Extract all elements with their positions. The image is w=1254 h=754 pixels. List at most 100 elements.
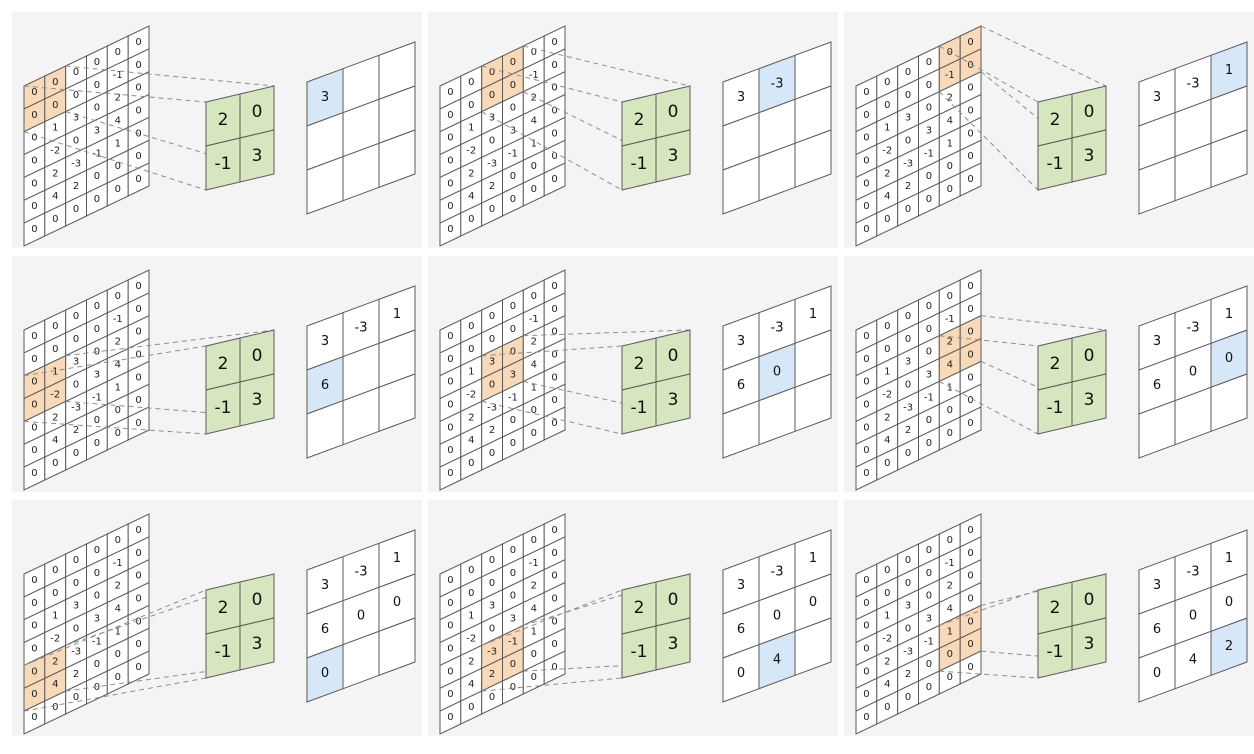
input-value: 2 [73, 425, 79, 436]
input-value: 1 [947, 138, 953, 149]
input-value: 0 [531, 535, 537, 546]
input-value: 0 [94, 568, 100, 579]
input-value: 0 [551, 60, 557, 71]
output-value: 0 [809, 595, 817, 610]
output-value: 0 [1153, 666, 1161, 681]
input-value: 0 [73, 380, 79, 391]
output-value: 0 [1225, 351, 1233, 366]
input-value: 0 [926, 438, 932, 449]
input-value: 0 [863, 224, 869, 235]
input-value: 0 [531, 161, 537, 172]
input-value: 0 [31, 445, 37, 456]
input-value: 2 [468, 656, 474, 667]
input-value: 0 [884, 458, 890, 469]
input-value: 0 [926, 324, 932, 335]
input-value: 0 [863, 87, 869, 98]
input-value: 0 [551, 37, 557, 48]
input-value: 0 [31, 575, 37, 586]
input-value: 0 [531, 649, 537, 660]
input-value: 0 [905, 692, 911, 703]
input-value: 2 [468, 412, 474, 423]
input-value: 4 [115, 116, 121, 127]
input-value: 0 [489, 311, 495, 322]
input-value: -2 [466, 146, 476, 157]
input-value: 0 [489, 448, 495, 459]
input-value: 0 [905, 555, 911, 566]
input-value: 0 [926, 80, 932, 91]
input-value: 0 [52, 588, 58, 599]
input-value: 0 [926, 171, 932, 182]
input-value: 0 [135, 525, 141, 536]
input-value: 0 [863, 468, 869, 479]
input-value: 0 [926, 682, 932, 693]
output-value: 0 [1189, 365, 1197, 380]
input-cell [127, 162, 150, 197]
input-value: 0 [94, 545, 100, 556]
projection-line [23, 677, 207, 712]
projection-line [481, 345, 623, 357]
input-value: 0 [863, 331, 869, 342]
input-value: 2 [115, 93, 121, 104]
input-value: 0 [115, 649, 121, 660]
input-value: 2 [52, 412, 58, 423]
input-value: 0 [489, 555, 495, 566]
output-value: 6 [737, 378, 745, 393]
input-value: 0 [115, 672, 121, 683]
input-value: 0 [468, 702, 474, 713]
input-value: 1 [884, 123, 890, 134]
input-value: 3 [73, 357, 79, 368]
input-value: 0 [52, 100, 58, 111]
input-value: 0 [52, 321, 58, 332]
input-value: 0 [967, 571, 973, 582]
input-value: 0 [947, 291, 953, 302]
input-value: 0 [863, 377, 869, 388]
step-panel: 0 0 0 0 0 0 0 0 0 0 -1 0 0 1 3 0 2 0 0 -2 0 3 4 0 0 2 -3 -1 1 0 0 4 2 0 0 0… [12, 500, 422, 736]
projection-line [23, 420, 207, 435]
input-value: 4 [468, 191, 474, 202]
input-value: 4 [115, 604, 121, 615]
kernel-value: 0 [668, 346, 679, 366]
input-value: 0 [884, 77, 890, 88]
kernel-value: -1 [215, 642, 232, 662]
input-value: 0 [31, 87, 37, 98]
output-value: 3 [1153, 578, 1161, 593]
input-value: 0 [135, 281, 141, 292]
output-value: -3 [355, 565, 368, 580]
input-value: 0 [447, 422, 453, 433]
step-panel: 0 0 0 0 0 0 0 0 0 0 -1 0 0 1 3 0 2 0 0 -2 0 3 4 0 0 2 -3 -1 1 0 0 4 2 0 0 0… [428, 256, 838, 492]
output-value: 0 [737, 666, 745, 681]
input-value: -3 [487, 402, 497, 413]
input-value: 0 [94, 194, 100, 205]
input-value: 0 [967, 418, 973, 429]
input-value: 0 [947, 535, 953, 546]
input-value: -1 [945, 314, 955, 325]
input-value: -1 [92, 636, 102, 647]
input-value: 0 [905, 624, 911, 635]
kernel-value: 0 [668, 590, 679, 610]
input-value: 0 [863, 201, 869, 212]
input-value: 0 [447, 354, 453, 365]
input-value: 0 [447, 224, 453, 235]
input-value: 0 [510, 171, 516, 182]
input-value: 0 [551, 571, 557, 582]
input-value: 0 [31, 178, 37, 189]
input-value: 0 [115, 47, 121, 58]
kernel-value: -1 [215, 154, 232, 174]
input-value: 2 [884, 412, 890, 423]
input-value: 0 [73, 136, 79, 147]
input-value: 0 [531, 291, 537, 302]
projection-line [23, 589, 207, 666]
input-cell [543, 162, 566, 197]
input-cell [127, 406, 150, 441]
output-value: -3 [1187, 77, 1200, 92]
input-value: 0 [52, 702, 58, 713]
input-value: 0 [135, 304, 141, 315]
input-value: 0 [863, 712, 869, 723]
output-cell [1210, 617, 1248, 677]
input-value: 2 [73, 181, 79, 192]
input-value: 0 [468, 214, 474, 225]
input-value: 0 [967, 350, 973, 361]
input-value: 0 [94, 103, 100, 114]
input-value: 0 [73, 334, 79, 345]
input-value: 0 [926, 591, 932, 602]
